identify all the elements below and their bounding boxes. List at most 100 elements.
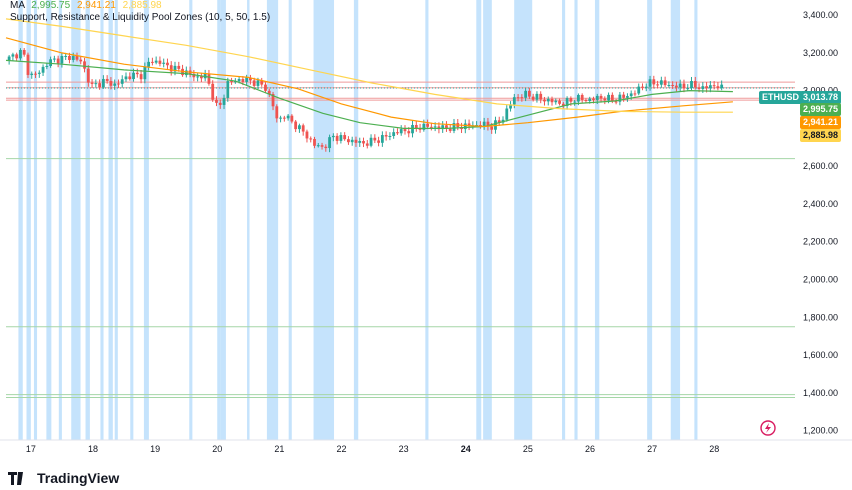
candle-body-2 bbox=[15, 54, 19, 59]
candle-body-50 bbox=[196, 76, 200, 78]
candle-body-15 bbox=[64, 55, 68, 57]
candle-body-184 bbox=[701, 86, 705, 90]
candle-body-132 bbox=[505, 108, 509, 120]
candle-body-134 bbox=[512, 97, 516, 105]
candle-body-51 bbox=[200, 76, 203, 79]
candle-body-98 bbox=[377, 140, 380, 143]
zone-band-20 bbox=[425, 0, 429, 440]
ma-legend: MA 2,995.75 2,941.21 2,885.98 bbox=[10, 0, 162, 11]
candle-body-139 bbox=[531, 96, 535, 100]
flash-bolt-icon bbox=[765, 423, 771, 433]
candle-body-26 bbox=[105, 78, 109, 81]
candle-body-156 bbox=[595, 95, 599, 100]
y-tick-label-10: 1,400.00 bbox=[803, 388, 838, 398]
tradingview-logo[interactable]: TradingView bbox=[8, 470, 119, 486]
zone-band-15 bbox=[247, 0, 250, 440]
zone-band-19 bbox=[353, 0, 359, 440]
zone-band-25 bbox=[574, 0, 578, 440]
candle-body-157 bbox=[599, 95, 603, 99]
zone-band-11 bbox=[143, 0, 149, 440]
candle-body-72 bbox=[279, 117, 282, 119]
candle-body-61 bbox=[237, 79, 241, 82]
candle-body-121 bbox=[463, 123, 467, 130]
candle-body-71 bbox=[275, 106, 279, 119]
candle-body-25 bbox=[101, 78, 105, 88]
candle-body-76 bbox=[294, 121, 298, 130]
zone-band-4 bbox=[58, 0, 62, 440]
candle-body-159 bbox=[607, 94, 610, 101]
candle-body-92 bbox=[354, 139, 358, 143]
zone-band-7 bbox=[100, 0, 104, 440]
zone-band-14 bbox=[220, 0, 226, 440]
candle-body-93 bbox=[358, 140, 362, 143]
y-tick-label-5: 2,400.00 bbox=[803, 199, 838, 209]
candle-body-187 bbox=[712, 85, 716, 87]
candle-body-66 bbox=[256, 80, 260, 86]
brand-name: TradingView bbox=[37, 470, 120, 486]
candle-body-6 bbox=[30, 73, 34, 75]
zone-band-16 bbox=[266, 0, 279, 440]
candle-body-41 bbox=[162, 62, 166, 64]
candle-body-102 bbox=[392, 132, 396, 137]
candle-body-73 bbox=[282, 117, 286, 119]
ma-mid-tag: 2,941.21 bbox=[800, 116, 842, 129]
candle-body-143 bbox=[546, 98, 550, 102]
zone-band-22 bbox=[483, 0, 492, 440]
candle-body-30 bbox=[120, 79, 124, 84]
candle-body-151 bbox=[577, 94, 580, 102]
candle-body-95 bbox=[365, 143, 369, 146]
candle-body-36 bbox=[143, 66, 147, 80]
candle-body-101 bbox=[388, 136, 392, 138]
candle-body-62 bbox=[241, 79, 245, 82]
zone-band-24 bbox=[562, 0, 566, 440]
candle-body-188 bbox=[716, 86, 720, 89]
candle-body-185 bbox=[705, 86, 708, 89]
candle-body-22 bbox=[90, 82, 94, 84]
candle-body-170 bbox=[648, 79, 652, 87]
candle-body-154 bbox=[588, 98, 592, 101]
sr-legend-label: Support, Resistance & Liquidity Pool Zon… bbox=[10, 12, 271, 23]
candle-body-186 bbox=[708, 85, 712, 89]
candle-body-130 bbox=[497, 120, 501, 123]
ma-line-3 bbox=[5, 18, 733, 113]
candle-body-80 bbox=[309, 138, 313, 140]
candle-body-189 bbox=[720, 84, 724, 89]
candle-body-164 bbox=[626, 96, 629, 98]
candle-body-90 bbox=[347, 139, 350, 143]
candle-body-46 bbox=[181, 68, 184, 76]
x-tick-label-18: 18 bbox=[88, 444, 98, 454]
x-tick-label-20: 20 bbox=[212, 444, 222, 454]
candle-body-45 bbox=[177, 65, 181, 69]
x-tick-label-22: 22 bbox=[336, 444, 346, 454]
candle-body-28 bbox=[113, 83, 117, 86]
x-tick-label-27: 27 bbox=[647, 444, 657, 454]
candle-body-118 bbox=[452, 123, 456, 131]
candle-body-158 bbox=[603, 98, 607, 101]
candle-body-178 bbox=[678, 83, 682, 88]
y-tick-label-11: 1,200.00 bbox=[803, 426, 838, 436]
zone-band-29 bbox=[694, 0, 698, 440]
y-tick-label-4: 2,600.00 bbox=[803, 161, 838, 171]
candle-body-180 bbox=[686, 88, 690, 90]
candle-body-13 bbox=[56, 58, 60, 64]
candle-body-35 bbox=[139, 74, 143, 80]
candle-body-115 bbox=[441, 125, 445, 130]
candle-body-105 bbox=[403, 129, 407, 132]
y-tick-label-7: 2,000.00 bbox=[803, 274, 838, 284]
candle-body-58 bbox=[226, 81, 230, 98]
candle-body-63 bbox=[245, 77, 249, 82]
flash-icon bbox=[760, 420, 776, 436]
candle-body-14 bbox=[60, 55, 64, 64]
zone-band-3 bbox=[46, 0, 52, 440]
y-tick-label-0: 3,400.00 bbox=[803, 10, 838, 20]
candle-body-103 bbox=[396, 132, 399, 134]
candle-body-168 bbox=[641, 86, 644, 88]
candle-body-1 bbox=[11, 54, 15, 57]
tradingview-mark-icon bbox=[8, 471, 25, 485]
candle-body-11 bbox=[49, 59, 52, 66]
y-tick-label-9: 1,600.00 bbox=[803, 350, 838, 360]
x-tick-label-28: 28 bbox=[709, 444, 719, 454]
candle-body-16 bbox=[68, 55, 71, 60]
